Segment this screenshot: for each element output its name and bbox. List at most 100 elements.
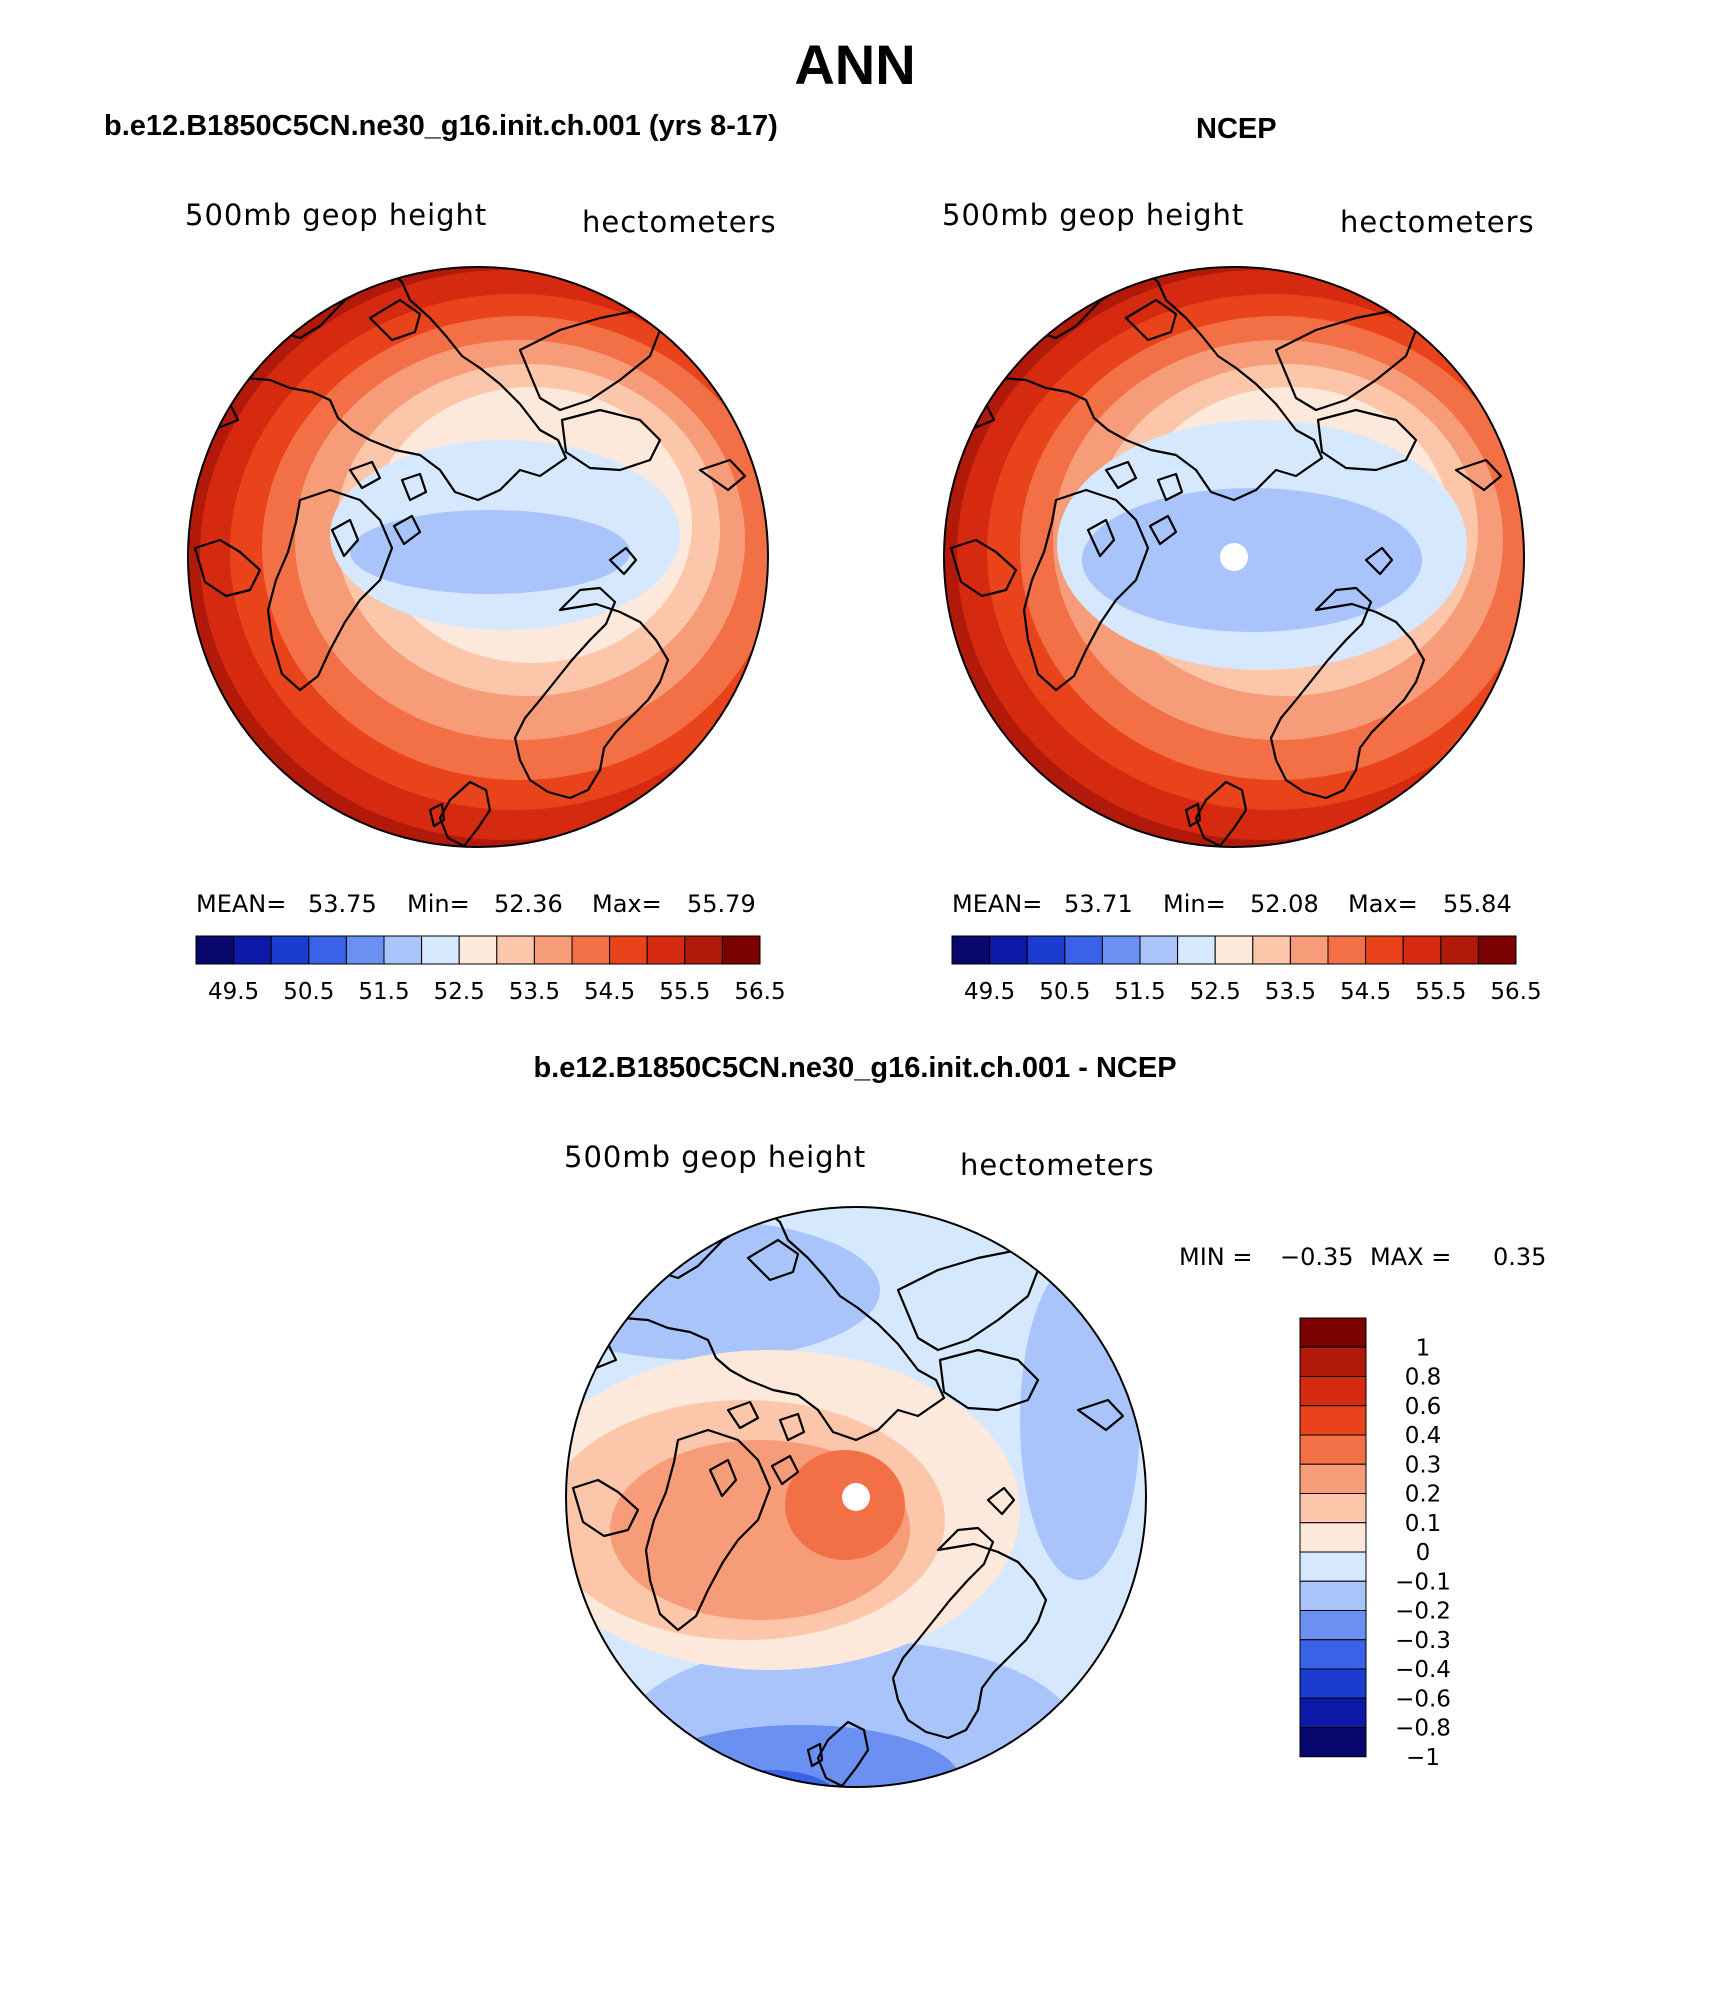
diff-band-neg-0-2-north xyxy=(566,1220,880,1360)
obs-colorbar: 49.5 50.5 51.5 52.5 53.5 54.5 55.5 56.5 xyxy=(951,935,1542,1005)
diff-map-border xyxy=(565,1206,1147,1788)
model-colorbar-swatch-5 xyxy=(383,935,423,965)
diff-colorbar-tick-label: 0.1 xyxy=(1405,1511,1442,1537)
obs-colorbar-swatch-9 xyxy=(1289,935,1329,965)
obs-colorbar-tick-label: 52.5 xyxy=(1190,979,1241,1005)
model-polar-map xyxy=(188,267,768,847)
diff-colorbar-tick-label: −0.8 xyxy=(1395,1716,1451,1742)
diff-colorbar-tick-label: −0.4 xyxy=(1395,1657,1451,1683)
model-colorbar-swatch-6 xyxy=(421,935,460,965)
obs-mean-value: 53.71 xyxy=(1064,890,1133,918)
diff-colorbar-swatch-2 xyxy=(1299,1376,1367,1407)
model-colorbar-swatch-9 xyxy=(533,935,573,965)
obs-colorbar-tick-label: 50.5 xyxy=(1039,979,1090,1005)
model-coastlines xyxy=(193,270,747,847)
model-min-value: 52.36 xyxy=(494,890,563,918)
diff-min-value: −0.35 xyxy=(1280,1243,1354,1271)
obs-colorbar-swatch-13 xyxy=(1440,935,1479,965)
model-mean-value: 53.75 xyxy=(308,890,377,918)
obs-colorbar-swatch-5 xyxy=(1139,935,1179,965)
model-max-value: 55.79 xyxy=(687,890,756,918)
diff-band-neg-0-2-east xyxy=(1020,1260,1140,1580)
model-colorbar-swatch-4 xyxy=(345,935,385,965)
diff-colorbar-swatch-11 xyxy=(1299,1639,1367,1670)
model-colorbar-swatch-0 xyxy=(195,935,235,965)
obs-colorbar-swatch-8 xyxy=(1252,935,1291,965)
diff-colorbar: 1 0.8 0.6 0.4 0.3 0.2 0.1 0 −0.1 −0.2 −0.3 −0.4 −0.6… xyxy=(1299,1317,1451,1771)
obs-colorbar-swatch-2 xyxy=(1026,935,1066,965)
obs-low-center xyxy=(1082,488,1422,632)
obs-max-value: 55.84 xyxy=(1443,890,1512,918)
obs-colorbar-tick-label: 51.5 xyxy=(1114,979,1165,1005)
diff-coastlines xyxy=(571,1210,1125,1787)
diff-colorbar-tick-label: −0.3 xyxy=(1395,1628,1451,1654)
model-min-label: Min= xyxy=(407,890,470,918)
obs-mean-label: MEAN= xyxy=(952,890,1043,918)
model-low-center xyxy=(350,510,630,594)
model-colorbar-swatch-10 xyxy=(571,935,611,965)
diff-colorbar-tick-label: −1 xyxy=(1406,1745,1440,1771)
obs-max-label: Max= xyxy=(1348,890,1418,918)
page-title: ANN xyxy=(794,33,916,96)
obs-colorbar-swatch-4 xyxy=(1101,935,1141,965)
diff-variable-label: 500mb geop height xyxy=(564,1140,867,1174)
model-map-border xyxy=(187,266,769,848)
model-colorbar-swatch-14 xyxy=(721,935,761,965)
model-colorbar-tick-label: 53.5 xyxy=(509,979,560,1005)
model-colorbar-swatch-8 xyxy=(496,935,535,965)
obs-colorbar-swatch-7 xyxy=(1214,935,1254,965)
obs-variable-label: 500mb geop height xyxy=(942,198,1245,232)
obs-polar-map xyxy=(944,267,1524,847)
diff-colorbar-swatch-8 xyxy=(1299,1551,1367,1582)
obs-map-border xyxy=(943,266,1525,848)
obs-units-label: hectometers xyxy=(1340,205,1535,239)
obs-colorbar-swatch-3 xyxy=(1064,935,1103,965)
model-max-label: Max= xyxy=(592,890,662,918)
diff-colorbar-swatch-1 xyxy=(1299,1346,1367,1377)
obs-height-contours xyxy=(944,267,1524,847)
diff-colorbar-tick-label: 0.4 xyxy=(1405,1423,1442,1449)
model-colorbar-tick-label: 49.5 xyxy=(208,979,259,1005)
model-colorbar-tick-label: 52.5 xyxy=(434,979,485,1005)
diff-colorbar-tick-label: 0.6 xyxy=(1405,1394,1442,1420)
model-colorbar-swatch-13 xyxy=(684,935,723,965)
model-colorbar-swatch-2 xyxy=(270,935,310,965)
diff-colorbar-swatch-13 xyxy=(1299,1697,1367,1728)
model-colorbar-tick-label: 51.5 xyxy=(358,979,409,1005)
obs-colorbar-swatch-11 xyxy=(1365,935,1404,965)
obs-colorbar-swatch-0 xyxy=(951,935,991,965)
obs-colorbar-tick-label: 49.5 xyxy=(964,979,1015,1005)
diff-colorbar-swatch-9 xyxy=(1299,1580,1367,1611)
diff-colorbar-swatch-14 xyxy=(1299,1727,1367,1758)
diff-colorbar-swatch-5 xyxy=(1299,1463,1367,1494)
diff-colorbar-tick-label: −0.6 xyxy=(1395,1686,1451,1712)
diff-max-value: 0.35 xyxy=(1493,1243,1547,1271)
diff-colorbar-tick-label: 0.3 xyxy=(1405,1452,1442,1478)
diff-colorbar-swatch-6 xyxy=(1299,1493,1367,1524)
obs-coastlines xyxy=(949,270,1503,847)
diff-polar-map xyxy=(566,1207,1146,1787)
model-colorbar-tick-label: 50.5 xyxy=(283,979,334,1005)
diff-colorbar-swatch-0 xyxy=(1299,1317,1367,1348)
diff-colorbar-tick-label: 0.2 xyxy=(1405,1482,1442,1508)
diff-panel-title: b.e12.B1850C5CN.ne30_g16.init.ch.001 - N… xyxy=(533,1052,1177,1084)
diff-min-label: MIN = xyxy=(1179,1243,1253,1271)
obs-panel-title: NCEP xyxy=(1196,113,1277,145)
obs-colorbar-swatch-12 xyxy=(1402,935,1442,965)
obs-colorbar-tick-label: 56.5 xyxy=(1490,979,1541,1005)
model-panel-title: b.e12.B1850C5CN.ne30_g16.init.ch.001 (yr… xyxy=(104,110,778,142)
diff-colorbar-tick-label: −0.1 xyxy=(1395,1569,1451,1595)
model-units-label: hectometers xyxy=(582,205,777,239)
diff-pole-mask xyxy=(842,1483,870,1511)
model-variable-label: 500mb geop height xyxy=(185,198,488,232)
diff-colorbar-swatch-7 xyxy=(1299,1522,1367,1553)
model-colorbar-swatch-1 xyxy=(233,935,272,965)
model-colorbar-swatch-11 xyxy=(609,935,648,965)
model-colorbar-swatch-3 xyxy=(308,935,347,965)
obs-colorbar-tick-label: 54.5 xyxy=(1340,979,1391,1005)
obs-min-value: 52.08 xyxy=(1250,890,1319,918)
diff-colorbar-tick-label: 1 xyxy=(1416,1335,1431,1361)
diff-units-label: hectometers xyxy=(960,1148,1155,1182)
diff-colorbar-tick-label: 0.8 xyxy=(1405,1365,1442,1391)
